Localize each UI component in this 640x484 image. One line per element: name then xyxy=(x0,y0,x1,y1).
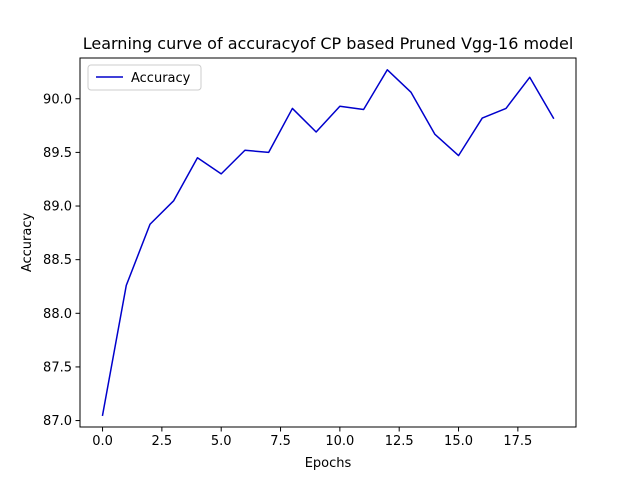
x-tick-label: 12.5 xyxy=(385,434,414,449)
x-axis-title: Epochs xyxy=(305,456,352,471)
y-tick-label: 88.5 xyxy=(43,253,72,268)
y-tick-label: 87.0 xyxy=(43,414,72,429)
chart-title: Learning curve of accuracyof CP based Pr… xyxy=(83,34,574,53)
x-tick-label: 7.5 xyxy=(270,434,291,449)
x-tick-label: 10.0 xyxy=(325,434,354,449)
y-tick-label: 90.0 xyxy=(43,92,72,107)
y-axis-title: Accuracy xyxy=(20,213,35,273)
x-tick-label: 2.5 xyxy=(152,434,173,449)
y-tick-label: 89.0 xyxy=(43,200,72,215)
x-tick-label: 17.5 xyxy=(503,434,532,449)
y-tick-label: 89.5 xyxy=(43,146,72,161)
y-tick-label: 87.5 xyxy=(43,360,72,375)
legend: Accuracy xyxy=(88,65,201,90)
legend-label-accuracy: Accuracy xyxy=(131,71,191,86)
x-tick-label: 0.0 xyxy=(92,434,113,449)
y-tick-label: 88.0 xyxy=(43,307,72,322)
x-tick-label: 15.0 xyxy=(444,434,473,449)
x-tick-label: 5.0 xyxy=(211,434,232,449)
